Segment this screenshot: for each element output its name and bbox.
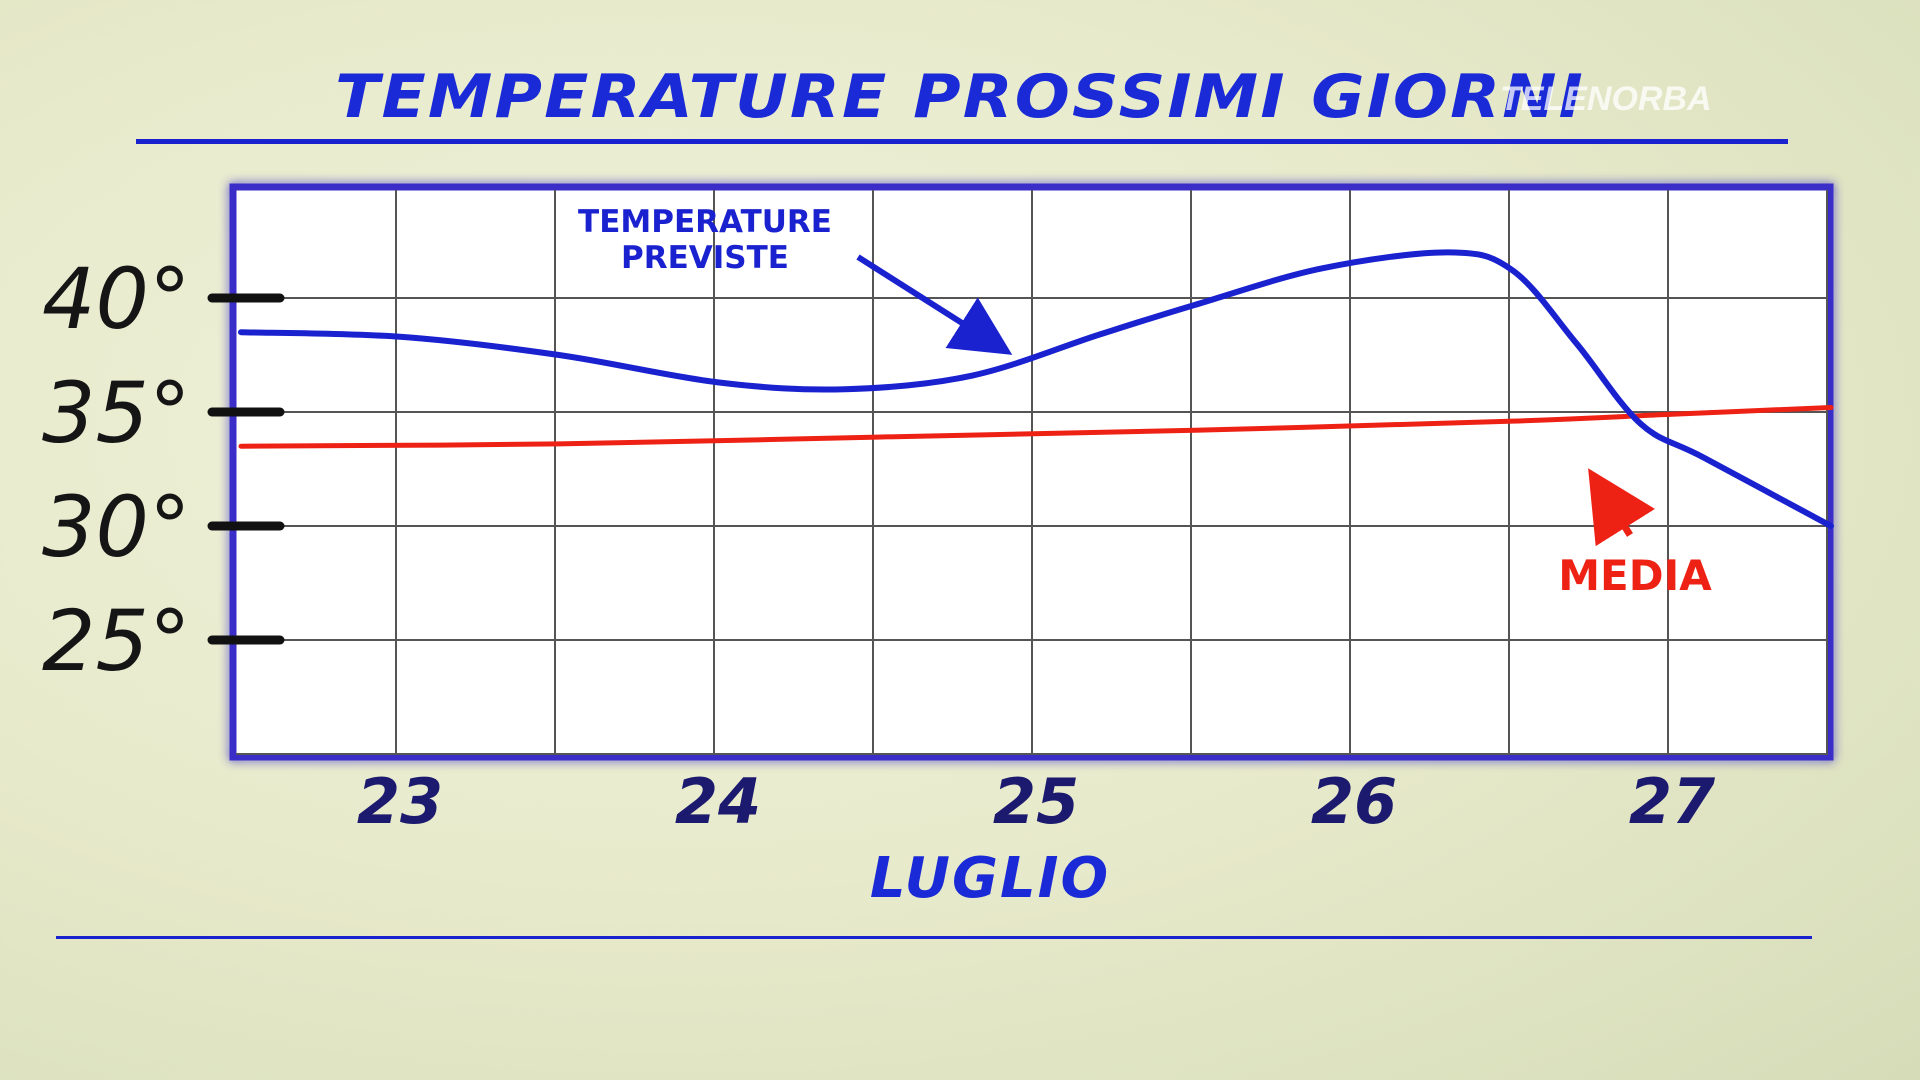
x-tick-label: 23 — [357, 765, 443, 838]
annotation-media-label: MEDIA — [1558, 551, 1712, 600]
y-tick-label: 35° — [42, 364, 191, 462]
axis-layer: 25° 30° 35° 40° 23 24 25 26 27 — [42, 250, 1716, 838]
y-tick-label: 25° — [42, 592, 191, 690]
media-arrow — [1588, 468, 1655, 547]
y-tick-label: 30° — [42, 478, 191, 576]
annotation-layer: TEMPERATURE PREVISTE MEDIA — [578, 204, 1712, 600]
series-line-temperature-previste — [238, 249, 1834, 529]
bottom-rule — [56, 936, 1812, 939]
x-tick-label: 24 — [675, 765, 761, 838]
forecast-arrow — [856, 254, 1013, 355]
x-tick-label: 26 — [1311, 765, 1397, 838]
x-tick-label: 27 — [1629, 765, 1716, 838]
annotation-forecast-label: TEMPERATURE PREVISTE — [578, 204, 832, 276]
x-axis-title: LUGLIO — [869, 846, 1111, 911]
y-tick-label: 40° — [42, 250, 191, 348]
chart-title: TEMPERATURE PROSSIMI GIORNI — [335, 62, 1585, 132]
series-layer — [238, 249, 1834, 529]
x-tick-label: 25 — [993, 765, 1079, 838]
grid — [236, 190, 1828, 755]
channel-watermark: TELENORBA — [1500, 80, 1712, 118]
series-line-media — [238, 404, 1834, 449]
title-underline — [136, 139, 1788, 144]
